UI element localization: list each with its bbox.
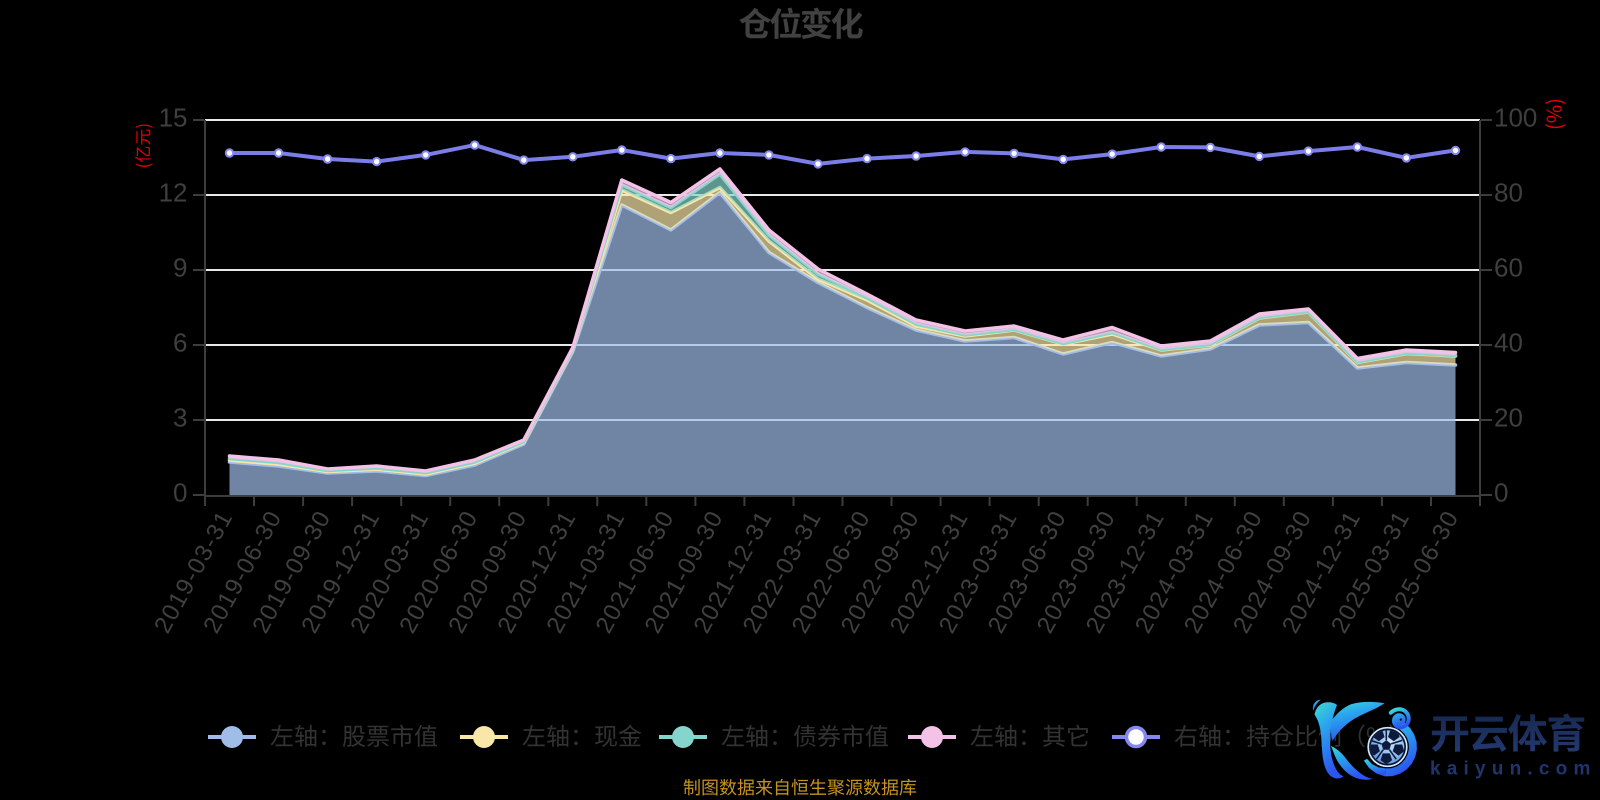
svg-text:0: 0 — [173, 478, 187, 508]
svg-text:80: 80 — [1494, 178, 1523, 208]
svg-text:15: 15 — [159, 103, 188, 133]
svg-text:3: 3 — [173, 403, 187, 433]
svg-text:12: 12 — [159, 178, 188, 208]
svg-text:kaiyun.com: kaiyun.com — [1430, 759, 1597, 780]
svg-text:100: 100 — [1494, 103, 1537, 133]
svg-text:6: 6 — [173, 328, 187, 358]
svg-text:60: 60 — [1494, 253, 1523, 283]
svg-text:0: 0 — [1494, 478, 1508, 508]
svg-text:40: 40 — [1494, 328, 1523, 358]
svg-text:9: 9 — [173, 253, 187, 283]
svg-text:20: 20 — [1494, 403, 1523, 433]
